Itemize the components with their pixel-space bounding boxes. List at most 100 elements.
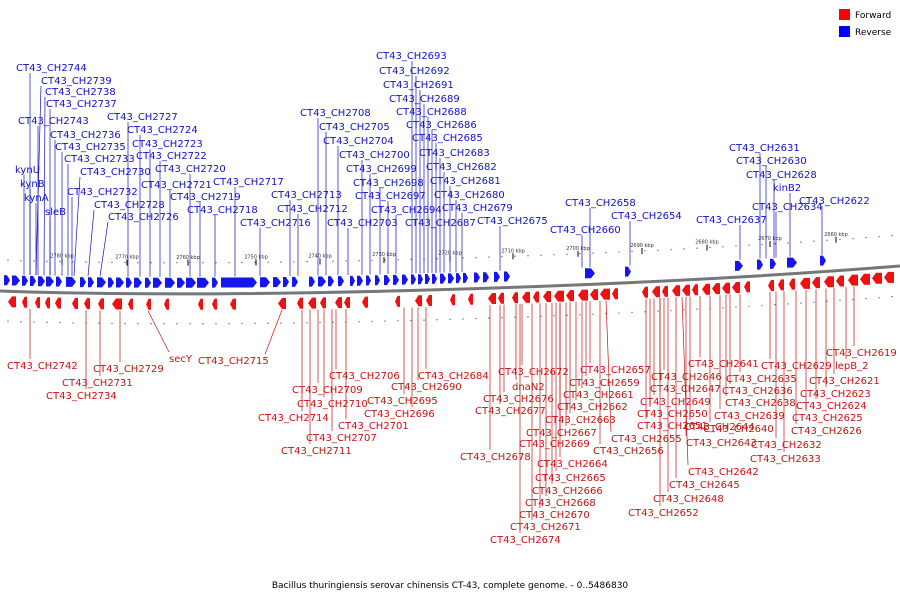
gene-label-ct43-ch2717[interactable]: CT43_CH2717 [213,177,284,188]
gene-label-ct43-ch2720[interactable]: CT43_CH2720 [155,164,226,175]
gene-label-ct43-ch2619[interactable]: CT43_CH2619 [826,348,897,359]
gene-label-ct43-ch2626[interactable]: CT43_CH2626 [791,426,862,437]
gene-label-ct43-ch2635[interactable]: CT43_CH2635 [726,374,797,385]
gene-label-ct43-ch2701[interactable]: CT43_CH2701 [338,421,409,432]
gene-label-ct43-ch2679[interactable]: CT43_CH2679 [442,203,513,214]
gene-label-ct43-ch2634[interactable]: CT43_CH2634 [752,202,823,213]
gene-label-ct43-ch2670[interactable]: CT43_CH2670 [519,510,590,521]
gene-label-ct43-ch2650[interactable]: CT43_CH2650 [637,409,708,420]
gene-label-ct43-ch2689[interactable]: CT43_CH2689 [389,94,460,105]
gene-label-ct43-ch2663[interactable]: CT43_CH2663 [545,415,616,426]
gene-label-ct43-ch2640[interactable]: CT43_CH2640 [703,424,774,435]
gene-label-ct43-ch2684[interactable]: CT43_CH2684 [418,371,489,382]
gene-label-ct43-ch2695[interactable]: CT43_CH2695 [367,396,438,407]
gene-label-ct43-ch2655[interactable]: CT43_CH2655 [611,434,682,445]
gene-label-ct43-ch2711[interactable]: CT43_CH2711 [281,446,352,457]
gene-label-ct43-ch2721[interactable]: CT43_CH2721 [141,180,212,191]
gene-label-ct43-ch2708[interactable]: CT43_CH2708 [300,108,371,119]
gene-label-ct43-ch2692[interactable]: CT43_CH2692 [379,66,450,77]
gene-label-ct43-ch2665[interactable]: CT43_CH2665 [535,473,606,484]
gene-label-ct43-ch2680[interactable]: CT43_CH2680 [434,190,505,201]
gene-label-ct43-ch2649[interactable]: CT43_CH2649 [640,397,711,408]
gene-label-ct43-ch2688[interactable]: CT43_CH2688 [396,107,467,118]
gene-label-ct43-ch2638[interactable]: CT43_CH2638 [725,398,796,409]
gene-label-ct43-ch2644[interactable]: CT43_CH2644 [684,422,755,433]
gene-label-ct43-ch2624[interactable]: CT43_CH2624 [796,401,867,412]
gene-label-kinb2[interactable]: kinB2 [773,183,801,194]
gene-label-ct43-ch2714[interactable]: CT43_CH2714 [258,413,329,424]
gene-label-ct43-ch2676[interactable]: CT43_CH2676 [483,394,554,405]
gene-label-ct43-ch2671[interactable]: CT43_CH2671 [510,522,581,533]
gene-label-ct43-ch2706[interactable]: CT43_CH2706 [329,371,400,382]
gene-label-ct43-ch2652[interactable]: CT43_CH2652 [628,508,699,519]
gene-label-ct43-ch2704[interactable]: CT43_CH2704 [323,136,394,147]
gene-label-ct43-ch2677[interactable]: CT43_CH2677 [475,406,546,417]
gene-label-ct43-ch2667[interactable]: CT43_CH2667 [526,428,597,439]
gene-label-ct43-ch2656[interactable]: CT43_CH2656 [593,446,664,457]
gene-label-ct43-ch2664[interactable]: CT43_CH2664 [537,459,608,470]
gene-label-ct43-ch2737[interactable]: CT43_CH2737 [46,99,117,110]
gene-label-ct43-ch2731[interactable]: CT43_CH2731 [62,378,133,389]
gene-label-kyna[interactable]: kynA [24,193,49,204]
gene-label-ct43-ch2700[interactable]: CT43_CH2700 [339,150,410,161]
gene-label-ct43-ch2675[interactable]: CT43_CH2675 [477,216,548,227]
gene-label-ct43-ch2698[interactable]: CT43_CH2698 [353,178,424,189]
gene-label-ct43-ch2694[interactable]: CT43_CH2694 [371,205,442,216]
gene-label-ct43-ch2733[interactable]: CT43_CH2733 [64,154,135,165]
gene-label-ct43-ch2719[interactable]: CT43_CH2719 [170,192,241,203]
gene-label-ct43-ch2715[interactable]: CT43_CH2715 [198,356,269,367]
gene-label-ct43-ch2672[interactable]: CT43_CH2672 [498,367,569,378]
gene-label-ct43-ch2674[interactable]: CT43_CH2674 [490,535,561,546]
gene-label-ct43-ch2739[interactable]: CT43_CH2739 [41,76,112,87]
gene-label-ct43-ch2646[interactable]: CT43_CH2646 [651,372,722,383]
gene-label-ct43-ch2723[interactable]: CT43_CH2723 [132,139,203,150]
gene-label-ct43-ch2691[interactable]: CT43_CH2691 [383,80,454,91]
gene-label-ct43-ch2669[interactable]: CT43_CH2669 [519,439,590,450]
gene-label-ct43-ch2718[interactable]: CT43_CH2718 [187,205,258,216]
gene-label-ct43-ch2662[interactable]: CT43_CH2662 [557,402,628,413]
gene-label-ct43-ch2637[interactable]: CT43_CH2637 [696,215,767,226]
gene-label-ct43-ch2681[interactable]: CT43_CH2681 [430,176,501,187]
gene-label-ct43-ch2630[interactable]: CT43_CH2630 [736,156,807,167]
gene-label-ct43-ch2636[interactable]: CT43_CH2636 [722,386,793,397]
gene-label-ct43-ch2678[interactable]: CT43_CH2678 [460,452,531,463]
gene-label-sleb[interactable]: sleB [45,207,66,218]
gene-label-ct43-ch2732[interactable]: CT43_CH2732 [67,187,138,198]
gene-label-ct43-ch2632[interactable]: CT43_CH2632 [751,440,822,451]
gene-label-ct43-ch2705[interactable]: CT43_CH2705 [319,122,390,133]
gene-label-ct43-ch2658[interactable]: CT43_CH2658 [565,198,636,209]
gene-label-ct43-ch2713[interactable]: CT43_CH2713 [271,190,342,201]
gene-label-ct43-ch2730[interactable]: CT43_CH2730 [80,167,151,178]
gene-label-ct43-ch2734[interactable]: CT43_CH2734 [46,391,117,402]
gene-label-ct43-ch2703[interactable]: CT43_CH2703 [327,218,398,229]
gene-label-ct43-ch2742[interactable]: CT43_CH2742 [7,361,78,372]
gene-label-ct43-ch2685[interactable]: CT43_CH2685 [412,133,483,144]
gene-label-ct43-ch2687[interactable]: CT43_CH2687 [405,218,476,229]
gene-label-ct43-ch2724[interactable]: CT43_CH2724 [127,125,198,136]
gene-label-ct43-ch2729[interactable]: CT43_CH2729 [93,364,164,375]
gene-label-ct43-ch2682[interactable]: CT43_CH2682 [426,162,497,173]
gene-label-ct43-ch2622[interactable]: CT43_CH2622 [799,196,870,207]
gene-label-ct43-ch2707[interactable]: CT43_CH2707 [306,433,377,444]
gene-label-ct43-ch2709[interactable]: CT43_CH2709 [292,385,363,396]
gene-label-ct43-ch2699[interactable]: CT43_CH2699 [346,164,417,175]
gene-label-kynu[interactable]: kynU [15,165,40,176]
gene-label-ct43-ch2710[interactable]: CT43_CH2710 [297,399,368,410]
gene-label-ct43-ch2643[interactable]: CT43_CH2643 [686,438,757,449]
gene-label-ct43-ch2735[interactable]: CT43_CH2735 [55,142,126,153]
gene-label-ct43-ch2642[interactable]: CT43_CH2642 [688,467,759,478]
gene-label-lepb-2[interactable]: lepB_2 [835,361,869,372]
gene-label-ct43-ch2738[interactable]: CT43_CH2738 [45,87,116,98]
gene-label-ct43-ch2716[interactable]: CT43_CH2716 [240,218,311,229]
gene-label-ct43-ch2645[interactable]: CT43_CH2645 [669,480,740,491]
gene-label-ct43-ch2651[interactable]: CT43_CH2651 [637,421,708,432]
gene-label-kynb[interactable]: kynB [20,179,45,190]
gene-label-ct43-ch2633[interactable]: CT43_CH2633 [750,454,821,465]
gene-label-ct43-ch2712[interactable]: CT43_CH2712 [277,204,348,215]
gene-label-ct43-ch2631[interactable]: CT43_CH2631 [729,143,800,154]
gene-label-ct43-ch2727[interactable]: CT43_CH2727 [107,112,178,123]
gene-label-ct43-ch2629[interactable]: CT43_CH2629 [761,361,832,372]
gene-label-ct43-ch2654[interactable]: CT43_CH2654 [611,211,682,222]
gene-label-ct43-ch2641[interactable]: CT43_CH2641 [688,359,759,370]
gene-label-ct43-ch2726[interactable]: CT43_CH2726 [108,212,179,223]
